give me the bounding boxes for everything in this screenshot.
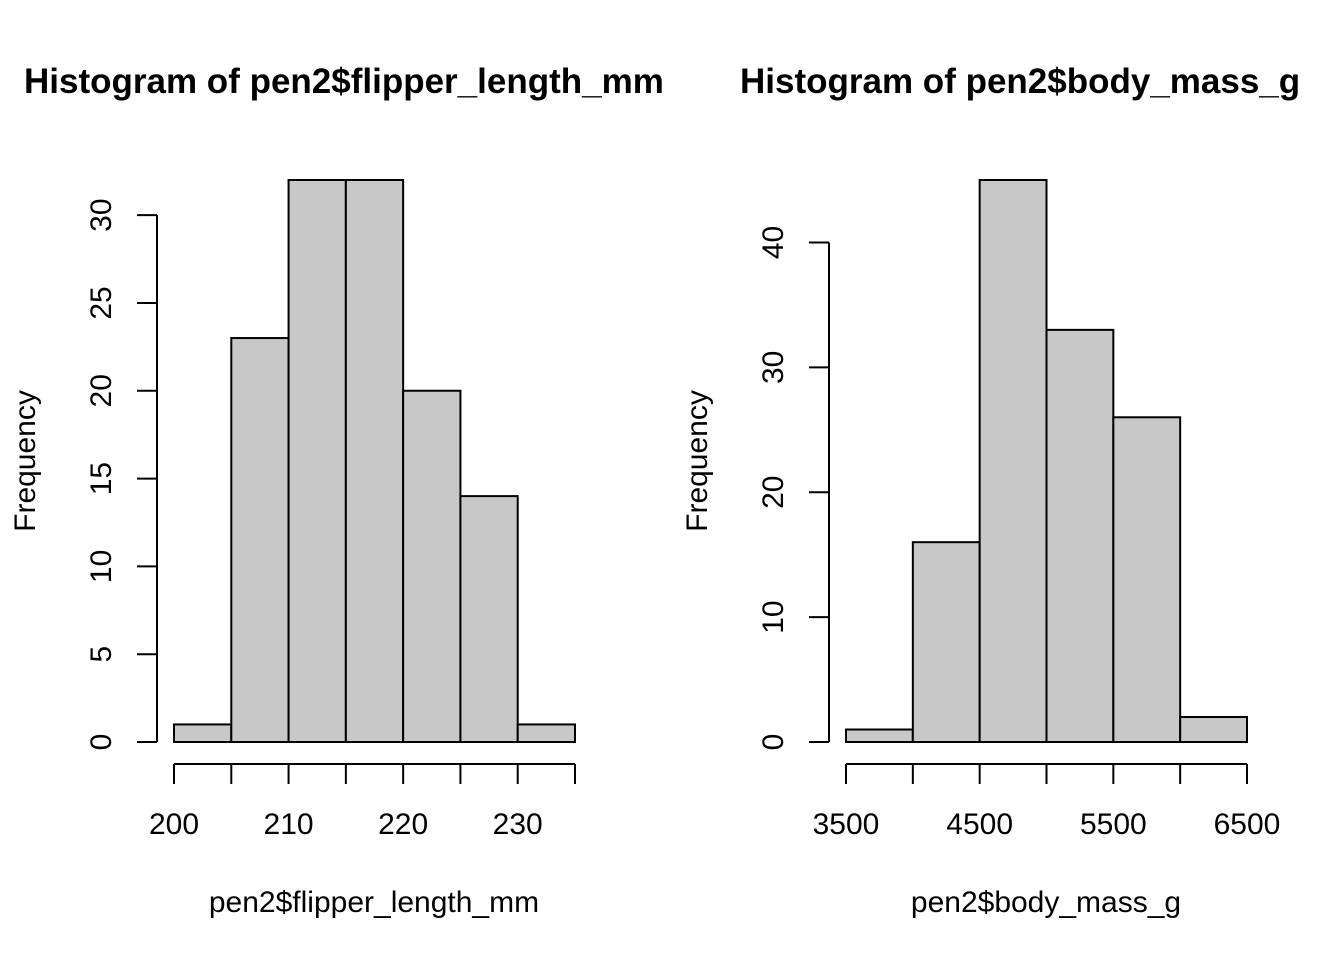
x-tick-label: 220 <box>378 808 428 841</box>
y-tick-label: 15 <box>85 462 118 495</box>
histogram-bar <box>344 179 405 743</box>
y-tick-label: 10 <box>85 550 118 583</box>
y-tick-label: 25 <box>85 286 118 319</box>
y-tick-label: 20 <box>85 374 118 407</box>
histogram-bar <box>1045 328 1115 743</box>
y-tick-label: 0 <box>757 734 790 751</box>
y-axis: 0 5 10 15 20 25 30 <box>85 198 158 751</box>
y-tick-label: 10 <box>757 600 790 633</box>
y-tick-label: 5 <box>85 646 118 663</box>
y-axis: 0 10 20 30 40 <box>757 226 830 751</box>
flipper-length-histogram-panel: Histogram of pen2$flipper_length_mm pen2… <box>9 62 664 919</box>
y-tick-label: 0 <box>85 734 118 751</box>
x-tick-label: 230 <box>493 808 543 841</box>
y-axis-label: Frequency <box>681 390 714 532</box>
x-axis-label: pen2$flipper_length_mm <box>209 886 539 919</box>
x-tick-label: 5500 <box>1080 808 1147 841</box>
histogram-bar <box>173 723 233 743</box>
y-tick-label: 40 <box>757 226 790 259</box>
histogram-bar <box>230 337 290 743</box>
y-axis-label: Frequency <box>9 390 42 532</box>
chart-title: Histogram of pen2$flipper_length_mm <box>24 62 664 101</box>
histogram-bar <box>1179 716 1248 743</box>
y-tick-label: 30 <box>757 351 790 384</box>
x-tick-label: 200 <box>149 808 199 841</box>
x-tick-label: 4500 <box>946 808 1013 841</box>
histogram-bar <box>911 541 981 744</box>
histogram-bar <box>459 495 519 743</box>
histogram-bar <box>845 728 914 743</box>
histogram-bar <box>516 723 577 743</box>
x-axis-label: pen2$body_mass_g <box>911 886 1181 919</box>
x-tick-label: 6500 <box>1214 808 1281 841</box>
bars <box>845 179 1248 744</box>
x-tick-label: 3500 <box>813 808 880 841</box>
x-axis: 200 210 220 230 <box>149 763 576 841</box>
histogram-bar <box>287 179 347 743</box>
chart-title: Histogram of pen2$body_mass_g <box>740 62 1300 101</box>
y-tick-label: 20 <box>757 476 790 509</box>
histogram-bar <box>1112 416 1182 743</box>
body-mass-histogram-panel: Histogram of pen2$body_mass_g pen2$body_… <box>681 62 1300 919</box>
histogram-bar <box>978 179 1048 743</box>
histogram-bar <box>402 389 462 743</box>
x-axis: 3500 4500 5500 6500 <box>813 763 1281 841</box>
bars <box>173 179 577 743</box>
x-tick-label: 210 <box>264 808 314 841</box>
y-tick-label: 30 <box>85 198 118 231</box>
